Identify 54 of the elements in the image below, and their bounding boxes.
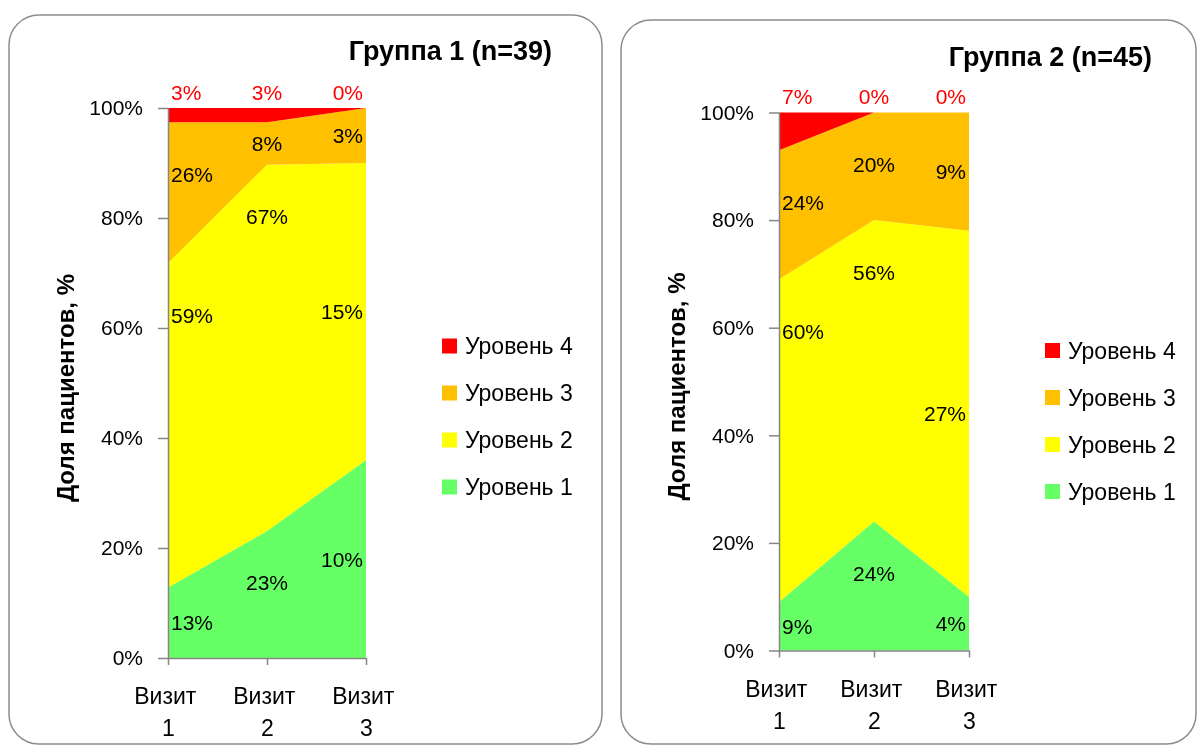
x-tick-label: Визит 2 (840, 675, 909, 734)
data-label: 13% (171, 611, 214, 635)
legend-label: Уровень 2 (1068, 431, 1176, 458)
y-tick-label: 80% (711, 208, 754, 232)
annotation: 27% (923, 402, 966, 426)
data-label: 3% (251, 80, 283, 104)
y-tick-label: 60% (100, 316, 143, 340)
y-tick-label: 0% (723, 638, 754, 662)
x-tick-label: Визит 1 (745, 675, 814, 734)
data-label: 8% (251, 131, 283, 155)
data-label: 24% (782, 190, 825, 214)
annotation: 9% (935, 160, 966, 184)
y-axis-title: Доля пациентов, % (51, 273, 79, 503)
data-label: 0% (332, 80, 363, 104)
y-tick-label: 20% (100, 536, 143, 560)
y-tick-label: 40% (711, 423, 754, 447)
legend-label: Уровень 4 (1068, 337, 1176, 364)
data-label: 20% (852, 153, 896, 176)
x-tick-label: Визит 1 (134, 683, 203, 741)
data-label: 24% (852, 561, 896, 585)
annotation: 10% (320, 547, 363, 571)
text: Группа 2 (n=45) (948, 42, 1152, 72)
y-tick-label: 80% (100, 206, 143, 230)
data-label: 26% (171, 162, 214, 186)
data-label: 56% (852, 260, 896, 284)
legend-label: Уровень 2 (465, 427, 573, 453)
data-label: 59% (171, 303, 214, 327)
y-tick-label: 100% (700, 100, 754, 124)
annotation: 3% (332, 124, 363, 147)
data-label: 9% (782, 614, 813, 638)
y-tick-label: 20% (711, 531, 754, 555)
y-tick-label: 0% (112, 646, 143, 670)
data-label: 23% (245, 571, 289, 595)
text: Группа 1 (n=39) (348, 36, 552, 66)
x-tick-label: Визит 2 (233, 683, 302, 741)
data-label: 67% (245, 205, 289, 229)
data-label: 0% (858, 85, 890, 108)
data-label: 3% (171, 80, 202, 104)
annotation: 4% (935, 612, 966, 636)
legend-label: Уровень 3 (1068, 384, 1176, 411)
x-tick-label: Визит 3 (935, 675, 1004, 734)
y-axis-title: Доля пациентов, % (662, 272, 690, 501)
legend-label: Уровень 1 (465, 474, 573, 500)
y-tick-label: 60% (711, 315, 754, 339)
y-tick-label: 40% (100, 426, 143, 450)
data-label: 60% (782, 319, 825, 343)
legend-label: Уровень 3 (465, 380, 573, 406)
annotation: 15% (320, 300, 363, 323)
legend-label: Уровень 4 (465, 333, 573, 359)
y-tick-label: 100% (89, 96, 143, 120)
data-label: 7% (782, 85, 813, 108)
data-label: 0% (935, 85, 966, 108)
legend-label: Уровень 1 (1068, 478, 1176, 505)
x-tick-label: Визит 3 (332, 683, 401, 741)
